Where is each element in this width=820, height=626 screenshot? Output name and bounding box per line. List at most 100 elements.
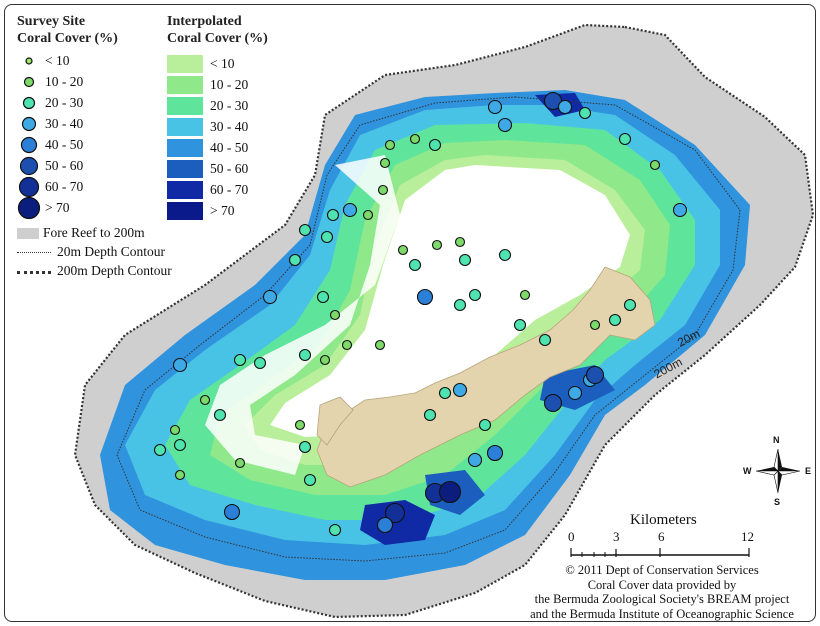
credit-line-3: the Bermuda Zoological Society's BREAM p…: [534, 592, 790, 606]
legend-interp-label-6: 60 - 70: [210, 182, 249, 197]
legend-interp-swatch-0: [167, 55, 203, 73]
legend-interp-swatch-7: [167, 202, 203, 220]
scale-title: Kilometers: [630, 512, 697, 528]
survey-site-marker: [316, 290, 330, 304]
scale-tick-6: 6: [658, 529, 665, 544]
survey-site-marker: [174, 469, 186, 481]
survey-site-marker: [288, 253, 302, 267]
legend-interp-title: Interpolated Coral Cover (%): [167, 13, 268, 47]
survey-site-marker: [374, 339, 386, 351]
survey-site-marker: [467, 452, 483, 468]
legend-survey-title-line1: Survey Site: [17, 14, 86, 29]
survey-site-marker: [423, 408, 437, 422]
survey-site-marker: [623, 298, 637, 312]
legend-survey-label-7: > 70: [45, 200, 70, 215]
compass-rose: [755, 448, 801, 494]
survey-site-marker: [486, 444, 504, 462]
legend-survey-label-1: 10 - 20: [45, 74, 84, 89]
survey-site-marker: [478, 418, 492, 432]
legend-interp-label-5: 50 - 60: [210, 161, 249, 176]
scale-tick-12: 12: [741, 529, 754, 544]
survey-site-marker: [608, 313, 622, 327]
land-bermuda: [316, 266, 656, 488]
survey-site-marker: [672, 202, 688, 218]
contour20-swatch: [17, 252, 51, 253]
survey-site-marker: [384, 502, 406, 524]
survey-site-marker: [384, 139, 396, 151]
scale-tick-0: 0: [568, 529, 575, 544]
land-west-end: [316, 396, 354, 446]
survey-site-marker: [409, 133, 421, 145]
legend-interp-swatch-6: [167, 181, 203, 199]
survey-site-marker: [213, 408, 227, 422]
survey-site-marker: [379, 157, 391, 169]
compass-s: S: [774, 497, 781, 507]
survey-site-marker: [173, 438, 187, 452]
legend-survey-symbol-4: [20, 136, 38, 154]
compass-n: N: [773, 435, 780, 445]
contour-200m: [73, 23, 815, 619]
survey-site-marker: [294, 419, 306, 431]
legend-interp-title-line2: Coral Cover (%): [167, 31, 268, 46]
legend-survey-label-4: 40 - 50: [45, 137, 84, 152]
legend-interp-label-7: > 70: [210, 203, 235, 218]
compass-e: E: [805, 466, 812, 476]
survey-site-marker: [341, 339, 353, 351]
survey-site-marker: [172, 357, 188, 373]
survey-site-marker: [458, 253, 472, 267]
legend-survey-symbol-0: [25, 57, 33, 65]
contour200-label: 200m Depth Contour: [57, 263, 172, 278]
survey-site-marker: [468, 288, 482, 302]
legend-survey-label-6: 60 - 70: [45, 179, 84, 194]
survey-site-marker: [589, 319, 601, 331]
survey-site-marker: [498, 248, 512, 262]
survey-site-marker: [578, 106, 592, 120]
survey-site-marker: [454, 236, 466, 248]
survey-site-marker: [303, 473, 317, 487]
legend-interp-label-2: 20 - 30: [210, 98, 249, 113]
fore-reef-swatch: [17, 228, 39, 239]
legend-interp-swatch-5: [167, 160, 203, 178]
lagoon-area-west: [205, 155, 400, 475]
legend-survey-title-line2: Coral Cover (%): [17, 31, 118, 46]
legend-interp-swatch-2: [167, 97, 203, 115]
survey-site-marker: [376, 516, 394, 534]
credit-line-4: and the Bermuda Institute of Oceanograph…: [530, 606, 794, 621]
survey-site-marker: [513, 318, 527, 332]
survey-site-marker: [428, 138, 442, 152]
survey-site-marker: [320, 230, 334, 244]
survey-site-marker: [649, 159, 661, 171]
survey-site-marker: [223, 503, 241, 521]
legend-interp-swatch-1: [167, 76, 203, 94]
survey-site-marker: [253, 356, 267, 370]
survey-site-marker: [362, 209, 374, 221]
survey-site-marker: [453, 298, 467, 312]
survey-site-marker: [342, 202, 358, 218]
survey-site-marker: [169, 424, 181, 436]
survey-site-marker: [452, 382, 468, 398]
coral-cover-map: [73, 23, 815, 619]
legend-interp-label-4: 40 - 50: [210, 140, 249, 155]
survey-site-marker: [233, 353, 247, 367]
legend-interp-title-line1: Interpolated: [167, 14, 242, 29]
survey-site-marker: [416, 288, 434, 306]
legend-survey-symbol-3: [21, 116, 37, 132]
legend-interp-swatch-4: [167, 139, 203, 157]
legend-survey-label-5: 50 - 60: [45, 158, 84, 173]
survey-site-marker: [497, 117, 513, 133]
compass-w: W: [743, 466, 752, 476]
survey-site-marker: [408, 258, 422, 272]
legend-survey-label-3: 30 - 40: [45, 116, 84, 131]
legend-interp-swatch-3: [167, 118, 203, 136]
survey-site-marker: [438, 386, 452, 400]
credit-block: © 2011 Dept of Conservation Services Cor…: [517, 563, 807, 621]
legend-survey-label-2: 20 - 30: [45, 95, 84, 110]
legend-survey-symbol-7: [17, 196, 41, 220]
survey-site-marker: [298, 223, 312, 237]
legend-survey-symbol-6: [18, 176, 40, 198]
legend-survey-symbol-1: [23, 76, 35, 88]
lagoon-area: [270, 165, 630, 437]
survey-site-marker: [326, 208, 340, 222]
contour-20m: [116, 96, 741, 562]
survey-site-marker: [397, 244, 409, 256]
